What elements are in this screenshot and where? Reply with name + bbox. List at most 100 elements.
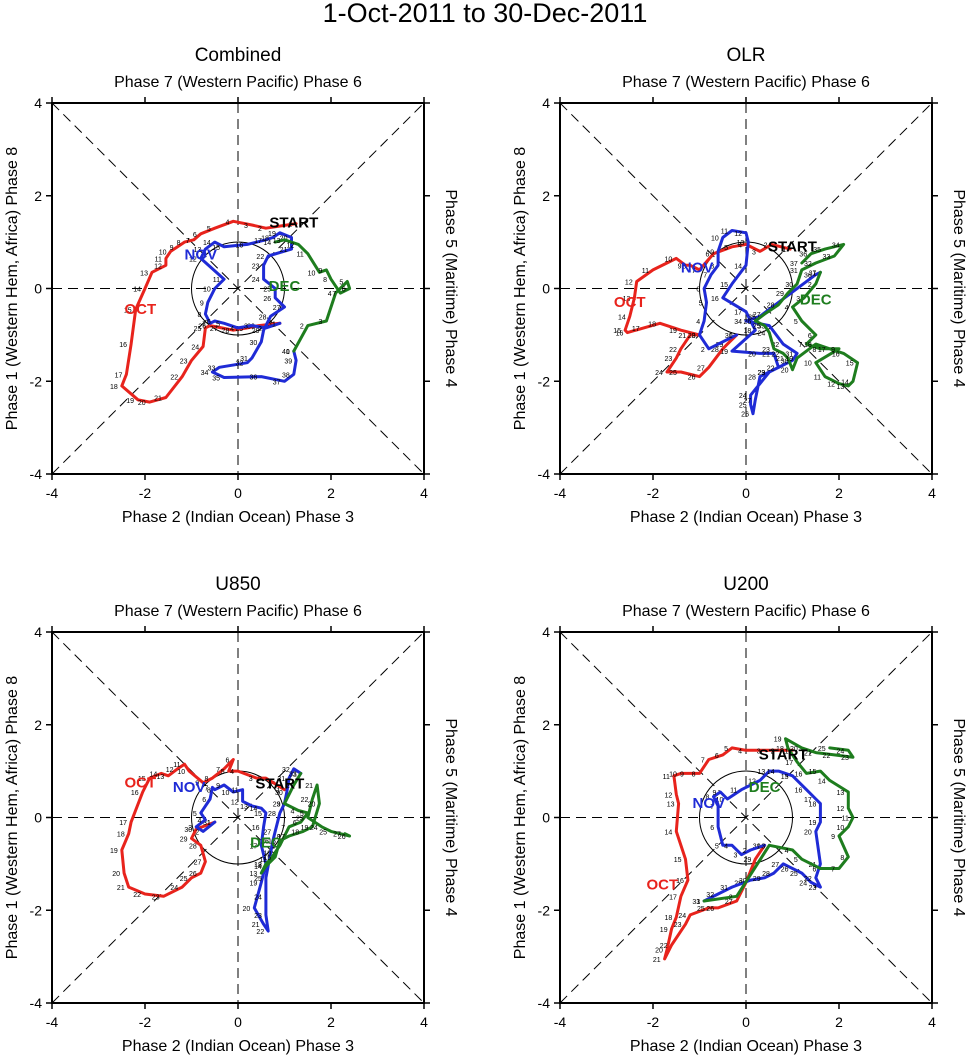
day-label: 23	[180, 358, 188, 365]
month-label-nov: NOV	[681, 259, 714, 276]
day-label: 34	[201, 370, 209, 377]
day-label: 7	[216, 767, 220, 774]
day-label: 6	[293, 820, 297, 827]
y-tick-label: -4	[30, 995, 43, 1011]
panel-olr: OLR Phase 7 (Western Pacific) Phase 6 Phas…	[512, 45, 967, 526]
day-label: 14	[618, 314, 626, 321]
day-label: 29	[273, 802, 281, 809]
day-label: 8	[198, 312, 202, 319]
day-label: 13	[249, 871, 257, 878]
day-label: 9	[200, 300, 204, 307]
day-label: 7	[205, 785, 209, 792]
day-label: 22	[823, 753, 831, 760]
day-label: 4	[225, 219, 229, 226]
day-label: 24	[170, 885, 178, 892]
day-label: 6	[696, 287, 700, 294]
day-label: 23	[809, 885, 817, 892]
day-label: 9	[831, 834, 835, 841]
x-tick-label: -4	[554, 1014, 567, 1030]
day-label: 10	[669, 771, 677, 778]
panel-title: Combined	[195, 45, 282, 66]
day-label: 28	[222, 328, 230, 335]
day-label: 11	[173, 762, 180, 769]
day-label: 22	[771, 351, 779, 358]
day-label: 23	[841, 755, 849, 762]
day-label: 16	[795, 788, 803, 795]
series-line-dec	[273, 238, 352, 353]
day-label: 18	[291, 829, 299, 836]
dashed-diagonal	[51, 631, 425, 1004]
day-label: 32	[804, 261, 812, 268]
series-line-nov	[194, 767, 303, 933]
day-label: 9	[318, 268, 322, 275]
day-label: 25	[194, 326, 202, 333]
day-label: 4	[738, 748, 742, 755]
day-label: 4	[724, 843, 728, 850]
y-tick-label: 2	[542, 188, 550, 204]
day-label: 22	[767, 365, 775, 372]
day-label: 25	[669, 370, 677, 377]
start-label: START	[269, 214, 318, 231]
day-label: 6	[808, 333, 812, 340]
day-label: 37	[809, 270, 817, 277]
day-label: 19	[774, 737, 782, 744]
day-label: 21	[653, 957, 661, 964]
day-label: 31	[790, 268, 798, 275]
day-label: 3	[244, 223, 248, 230]
day-label: 25	[818, 746, 826, 753]
day-label: 11	[842, 816, 849, 823]
day-label: 29	[716, 342, 724, 349]
day-label: 8	[277, 834, 281, 841]
day-label: 26	[688, 375, 696, 382]
day-label: 24	[252, 277, 260, 284]
day-label: 16	[795, 771, 803, 778]
axis-label-top: Phase 7 (Western Pacific) Phase 6	[114, 74, 362, 91]
day-label: 13	[194, 247, 202, 254]
day-label: 40	[282, 349, 290, 356]
x-tick-label: 0	[742, 485, 750, 501]
day-label: 10	[203, 287, 211, 294]
day-label: 16	[676, 878, 684, 885]
x-tick-label: 0	[234, 1014, 242, 1030]
y-tick-label: 4	[34, 624, 42, 640]
day-label: 2	[258, 776, 262, 783]
day-label: 32	[282, 767, 290, 774]
day-label: 12	[748, 778, 756, 785]
y-tick-label: 4	[542, 624, 550, 640]
day-label: 32	[706, 892, 714, 899]
day-label: 10	[222, 790, 230, 797]
day-label: 11	[721, 229, 728, 236]
series-line-oct	[120, 219, 298, 404]
day-label: 3	[188, 825, 192, 832]
day-label: 14	[203, 240, 211, 247]
month-label-dec: DEC	[800, 292, 832, 309]
day-label: 1	[782, 247, 786, 254]
day-label: 22	[133, 892, 141, 899]
day-label: 10	[664, 256, 672, 263]
day-label: 10	[177, 769, 185, 776]
y-tick-label: 4	[34, 95, 42, 111]
day-label: 8	[323, 277, 327, 284]
day-label: 28	[259, 314, 267, 321]
day-label: 3	[796, 296, 800, 303]
day-label: 11	[155, 256, 162, 263]
axis-label-bottom: Phase 2 (Indian Ocean) Phase 3	[630, 1038, 862, 1055]
day-label: 10	[308, 270, 316, 277]
day-label: 5	[699, 300, 703, 307]
day-label: 10	[837, 825, 845, 832]
dashed-diagonal	[559, 631, 933, 1004]
day-label: 26	[744, 319, 752, 326]
day-label: 14	[767, 769, 775, 776]
dashed-diagonal	[51, 102, 425, 475]
day-label: 6	[207, 319, 211, 326]
day-label: 5	[221, 769, 225, 776]
day-label: 7	[202, 321, 206, 328]
day-label: 17	[632, 326, 640, 333]
x-tick-label: 4	[420, 1014, 428, 1030]
day-label: 1	[272, 321, 276, 328]
day-label: 3	[752, 249, 756, 256]
day-label: 26	[263, 296, 271, 303]
day-label: 10	[263, 850, 271, 857]
series-line-oct	[663, 746, 794, 961]
day-label: 16	[131, 790, 139, 797]
